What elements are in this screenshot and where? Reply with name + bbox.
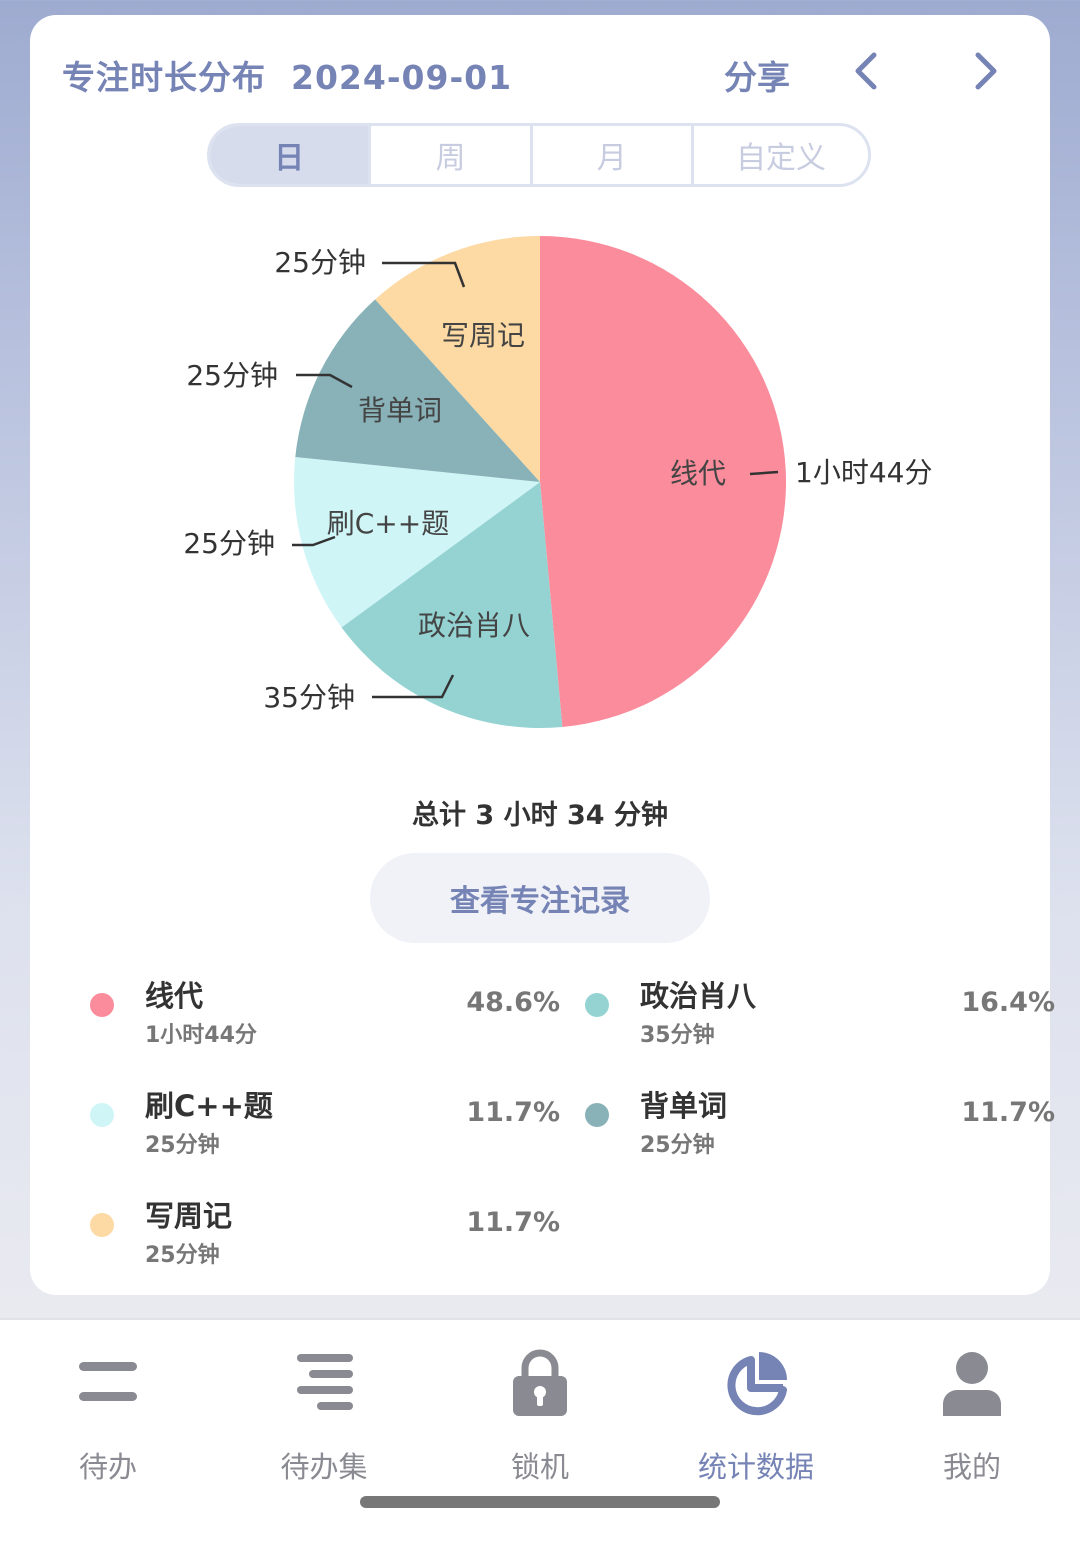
leader-line (749, 470, 779, 476)
legend-dot (585, 993, 609, 1017)
home-indicator (360, 1496, 720, 1508)
legend-duration: 25分钟 (640, 1133, 715, 1158)
slice-duration-label: 1小时44分 (795, 456, 932, 489)
user-icon (943, 1352, 1001, 1416)
tab-todo[interactable]: 待办 (0, 1320, 216, 1490)
pie-slice (295, 299, 540, 482)
pie-chart-icon (727, 1352, 787, 1416)
next-date-button[interactable] (966, 49, 1006, 93)
legend-duration: 1小时44分 (145, 1023, 257, 1048)
tab-label: 锁机 (510, 1450, 569, 1484)
stats-card: 专注时长分布 2024-09-01 分享 日 周 月 自定义 线代 1小时44分政… (30, 15, 1055, 1295)
tab-week[interactable]: 周 (368, 126, 529, 184)
legend-percent: 11.7% (466, 1097, 560, 1128)
legend-item: 写周记 25分钟 11.7% (90, 1193, 560, 1283)
legend-item: 线代 1小时44分 48.6% (90, 973, 560, 1063)
legend-dot (90, 1103, 114, 1127)
slice-duration-label: 25分钟 (274, 246, 366, 279)
leader-line (382, 261, 466, 288)
total-duration: 总计 3 小时 34 分钟 (412, 800, 668, 831)
legend-name: 政治肖八 (640, 979, 757, 1013)
legend-item: 政治肖八 35分钟 16.4% (585, 973, 1055, 1063)
pie-slice (341, 482, 563, 728)
tab-day[interactable]: 日 (210, 126, 369, 184)
title-text: 专注时长分布 (62, 58, 266, 97)
chevron-left-icon (855, 52, 877, 90)
tab-lock[interactable]: 锁机 (432, 1320, 648, 1490)
legend-percent: 11.7% (961, 1097, 1055, 1128)
todo-list-icon (79, 1362, 137, 1401)
legend-item: 背单词 25分钟 11.7% (585, 1083, 1055, 1173)
chevron-right-icon (975, 52, 997, 90)
leader-line (292, 535, 336, 547)
tab-profile[interactable]: 我的 (864, 1320, 1080, 1490)
legend-name: 刷C++题 (145, 1089, 273, 1123)
bottom-tab-bar: 待办 待办集 锁机 统计数据 我的 (0, 1318, 1080, 1550)
lock-icon (513, 1349, 567, 1416)
slice-duration-label: 25分钟 (183, 527, 275, 560)
legend-name: 线代 (145, 979, 204, 1013)
legend-percent: 48.6% (466, 987, 560, 1018)
legend-percent: 11.7% (466, 1207, 560, 1238)
tab-todo-collection[interactable]: 待办集 (216, 1320, 432, 1490)
legend-dot (90, 1213, 114, 1237)
legend-name: 背单词 (640, 1089, 728, 1123)
page-title: 专注时长分布 2024-09-01 (62, 51, 512, 99)
todo-collection-icon (297, 1354, 353, 1410)
prev-date-button[interactable] (848, 49, 888, 93)
range-segmented-control: 日 周 月 自定义 (207, 123, 871, 187)
tab-statistics[interactable]: 统计数据 (648, 1320, 864, 1490)
legend-duration: 25分钟 (145, 1133, 220, 1158)
legend-name: 写周记 (145, 1199, 233, 1233)
legend-dot (585, 1103, 609, 1127)
leader-line (296, 373, 353, 389)
slice-name-label: 政治肖八 (418, 609, 530, 642)
slice-name-label: 刷C++题 (327, 507, 449, 540)
tab-label: 待办集 (280, 1450, 368, 1484)
tab-month[interactable]: 月 (529, 126, 691, 184)
tab-label: 我的 (942, 1450, 1001, 1484)
slice-name-label: 写周记 (441, 319, 525, 352)
share-button[interactable]: 分享 (724, 58, 790, 97)
pie-slice (540, 236, 786, 727)
slice-duration-label: 35分钟 (263, 681, 355, 714)
tab-label: 统计数据 (697, 1450, 814, 1484)
legend-percent: 16.4% (961, 987, 1055, 1018)
legend-duration: 35分钟 (640, 1023, 715, 1048)
view-records-button[interactable]: 查看专注记录 (370, 853, 710, 943)
legend-item: 刷C++题 25分钟 11.7% (90, 1083, 560, 1173)
tab-custom[interactable]: 自定义 (690, 126, 868, 184)
legend-dot (90, 993, 114, 1017)
slice-name-label: 线代 (670, 457, 726, 490)
title-date: 2024-09-01 (290, 58, 513, 97)
tab-label: 待办 (78, 1450, 137, 1484)
pie-slice (375, 236, 540, 482)
pie-slice (294, 456, 540, 628)
slice-name-label: 背单词 (358, 394, 442, 427)
leader-line (372, 674, 455, 699)
legend-duration: 25分钟 (145, 1243, 220, 1268)
slice-duration-label: 25分钟 (186, 359, 278, 392)
